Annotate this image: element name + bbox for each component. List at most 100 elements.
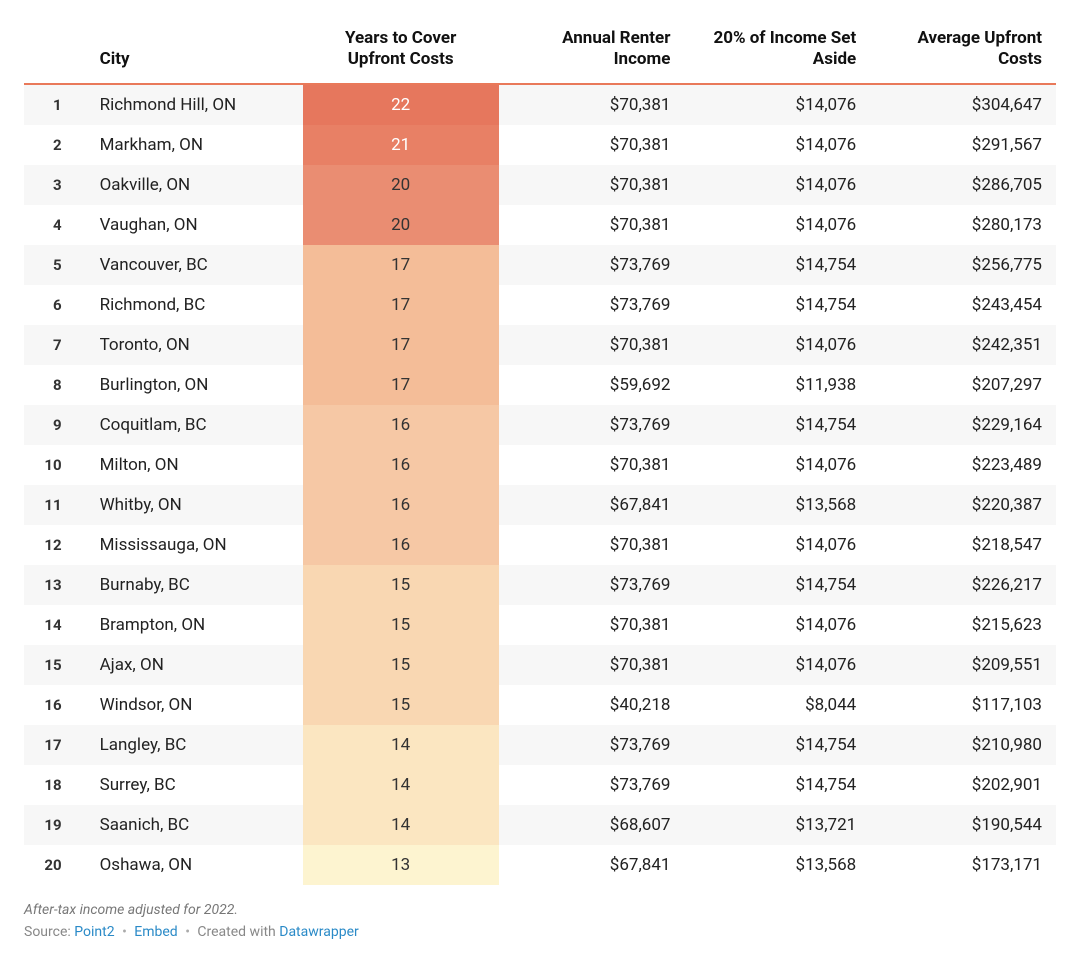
cell-upfront: $226,217: [870, 565, 1056, 605]
cell-years: 22: [303, 84, 499, 125]
cell-setaside: $14,754: [684, 765, 870, 805]
table-row: 8Burlington, ON17$59,692$11,938$207,297: [24, 365, 1056, 405]
cell-years: 17: [303, 325, 499, 365]
cell-rank: 19: [24, 805, 76, 845]
cell-upfront: $291,567: [870, 125, 1056, 165]
upfront-costs-table: City Years to Cover Upfront Costs Annual…: [24, 20, 1056, 885]
cell-setaside: $13,568: [684, 845, 870, 885]
cell-setaside: $14,076: [684, 325, 870, 365]
cell-income: $73,769: [499, 725, 685, 765]
cell-city: Burlington, ON: [76, 365, 303, 405]
table-footnotes: After-tax income adjusted for 2022. Sour…: [24, 899, 1056, 944]
cell-income: $70,381: [499, 84, 685, 125]
cell-rank: 14: [24, 605, 76, 645]
cell-upfront: $242,351: [870, 325, 1056, 365]
table-row: 14Brampton, ON15$70,381$14,076$215,623: [24, 605, 1056, 645]
cell-setaside: $11,938: [684, 365, 870, 405]
cell-income: $73,769: [499, 405, 685, 445]
cell-years: 17: [303, 285, 499, 325]
cell-income: $73,769: [499, 285, 685, 325]
cell-rank: 4: [24, 205, 76, 245]
source-link[interactable]: Point2: [74, 924, 114, 940]
cell-rank: 10: [24, 445, 76, 485]
cell-years: 13: [303, 845, 499, 885]
cell-setaside: $14,076: [684, 125, 870, 165]
cell-rank: 11: [24, 485, 76, 525]
table-row: 9Coquitlam, BC16$73,769$14,754$229,164: [24, 405, 1056, 445]
table-row: 15Ajax, ON15$70,381$14,076$209,551: [24, 645, 1056, 685]
cell-city: Richmond Hill, ON: [76, 84, 303, 125]
cell-years: 15: [303, 565, 499, 605]
cell-rank: 2: [24, 125, 76, 165]
cell-years: 16: [303, 525, 499, 565]
col-header-setaside: 20% of Income Set Aside: [684, 20, 870, 84]
table-row: 13Burnaby, BC15$73,769$14,754$226,217: [24, 565, 1056, 605]
cell-income: $70,381: [499, 525, 685, 565]
cell-city: Mississauga, ON: [76, 525, 303, 565]
cell-upfront: $220,387: [870, 485, 1056, 525]
cell-city: Langley, BC: [76, 725, 303, 765]
cell-rank: 20: [24, 845, 76, 885]
cell-city: Surrey, BC: [76, 765, 303, 805]
cell-city: Whitby, ON: [76, 485, 303, 525]
cell-city: Toronto, ON: [76, 325, 303, 365]
cell-years: 21: [303, 125, 499, 165]
footnote-note: After-tax income adjusted for 2022.: [24, 899, 1056, 921]
cell-upfront: $202,901: [870, 765, 1056, 805]
table-row: 1Richmond Hill, ON22$70,381$14,076$304,6…: [24, 84, 1056, 125]
cell-upfront: $304,647: [870, 84, 1056, 125]
cell-upfront: $256,775: [870, 245, 1056, 285]
table-row: 10Milton, ON16$70,381$14,076$223,489: [24, 445, 1056, 485]
cell-rank: 18: [24, 765, 76, 805]
datawrapper-link[interactable]: Datawrapper: [279, 924, 359, 940]
cell-rank: 9: [24, 405, 76, 445]
cell-setaside: $8,044: [684, 685, 870, 725]
cell-upfront: $223,489: [870, 445, 1056, 485]
cell-income: $70,381: [499, 325, 685, 365]
cell-income: $67,841: [499, 485, 685, 525]
cell-city: Markham, ON: [76, 125, 303, 165]
cell-years: 20: [303, 205, 499, 245]
cell-setaside: $14,754: [684, 285, 870, 325]
cell-city: Oshawa, ON: [76, 845, 303, 885]
cell-income: $73,769: [499, 245, 685, 285]
cell-city: Brampton, ON: [76, 605, 303, 645]
cell-rank: 7: [24, 325, 76, 365]
footnote-source-line: Source: Point2 • Embed • Created with Da…: [24, 921, 1056, 943]
cell-years: 14: [303, 725, 499, 765]
col-header-upfront: Average Upfront Costs: [870, 20, 1056, 84]
cell-income: $70,381: [499, 205, 685, 245]
cell-setaside: $14,076: [684, 445, 870, 485]
cell-upfront: $286,705: [870, 165, 1056, 205]
cell-upfront: $229,164: [870, 405, 1056, 445]
col-header-income: Annual Renter Income: [499, 20, 685, 84]
cell-rank: 8: [24, 365, 76, 405]
table-row: 2Markham, ON21$70,381$14,076$291,567: [24, 125, 1056, 165]
cell-city: Vaughan, ON: [76, 205, 303, 245]
cell-city: Windsor, ON: [76, 685, 303, 725]
cell-rank: 6: [24, 285, 76, 325]
table-row: 19Saanich, BC14$68,607$13,721$190,544: [24, 805, 1056, 845]
cell-city: Oakville, ON: [76, 165, 303, 205]
source-label: Source:: [24, 924, 71, 940]
cell-years: 17: [303, 245, 499, 285]
table-row: 7Toronto, ON17$70,381$14,076$242,351: [24, 325, 1056, 365]
cell-upfront: $190,544: [870, 805, 1056, 845]
cell-setaside: $13,568: [684, 485, 870, 525]
table-row: 12Mississauga, ON16$70,381$14,076$218,54…: [24, 525, 1056, 565]
col-header-years: Years to Cover Upfront Costs: [303, 20, 499, 84]
cell-upfront: $209,551: [870, 645, 1056, 685]
table-header-row: City Years to Cover Upfront Costs Annual…: [24, 20, 1056, 84]
table-row: 6Richmond, BC17$73,769$14,754$243,454: [24, 285, 1056, 325]
cell-upfront: $243,454: [870, 285, 1056, 325]
cell-rank: 3: [24, 165, 76, 205]
embed-link[interactable]: Embed: [134, 924, 177, 940]
cell-city: Richmond, BC: [76, 285, 303, 325]
cell-rank: 5: [24, 245, 76, 285]
col-header-rank: [24, 20, 76, 84]
cell-setaside: $14,076: [684, 525, 870, 565]
cell-years: 17: [303, 365, 499, 405]
cell-upfront: $117,103: [870, 685, 1056, 725]
cell-years: 15: [303, 645, 499, 685]
table-row: 5Vancouver, BC17$73,769$14,754$256,775: [24, 245, 1056, 285]
